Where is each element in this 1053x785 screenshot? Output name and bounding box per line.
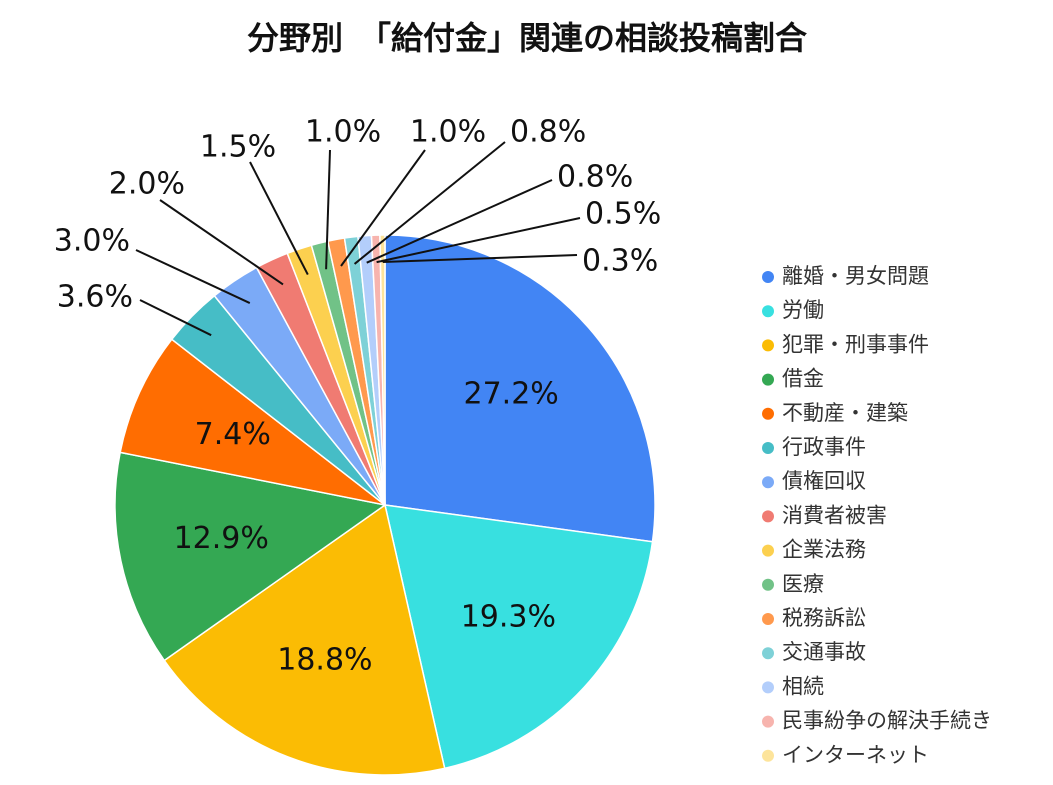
legend-marker: [762, 613, 774, 625]
legend-marker: [762, 510, 774, 523]
legend-marker: [762, 373, 774, 386]
legend-marker: [762, 715, 774, 728]
data-label: 0.3%: [582, 244, 658, 279]
data-label: 0.8%: [510, 115, 586, 150]
pie-slice: [384, 234, 656, 543]
data-label: 7.4%: [195, 417, 271, 452]
legend-marker: [762, 476, 774, 489]
data-label: 0.5%: [585, 197, 661, 232]
pie-slice: [384, 504, 654, 770]
data-label: 0.8%: [557, 160, 633, 195]
leader-line: [159, 199, 284, 286]
legend-marker: [762, 442, 774, 454]
legend-marker: [762, 647, 774, 660]
legend-marker: [762, 749, 774, 762]
leader-line: [353, 141, 506, 265]
legend-label: 消費者被害: [782, 503, 887, 527]
data-label: 1.5%: [200, 130, 276, 165]
legend-label: 債権回収: [782, 469, 866, 493]
pie-slice: [163, 503, 446, 776]
legend-label: 医療: [782, 572, 824, 596]
leader-line: [139, 299, 212, 337]
leader-line: [376, 217, 581, 264]
data-label: 3.0%: [54, 224, 130, 259]
data-label: 12.9%: [174, 521, 269, 556]
legend-marker: [762, 681, 774, 694]
leader-line: [249, 161, 309, 276]
leader-line: [340, 149, 426, 267]
data-label: 27.2%: [464, 376, 559, 411]
legend-marker: [762, 305, 774, 318]
legend-label: 行政事件: [782, 435, 866, 459]
legend-marker: [762, 271, 774, 283]
legend-label: 労働: [782, 298, 824, 322]
legend-label: 企業法務: [782, 538, 866, 562]
leader-line: [135, 249, 251, 304]
data-label: 19.3%: [461, 600, 556, 635]
data-label: 1.0%: [410, 115, 486, 150]
legend-label: 犯罪・刑事事件: [782, 332, 929, 356]
legend-marker: [762, 544, 774, 557]
leader-line: [366, 179, 553, 264]
legend-label: 不動産・建築: [782, 401, 908, 425]
pie-slice: [114, 451, 387, 662]
legend-marker: [762, 578, 774, 591]
pie-slice: [379, 234, 386, 506]
legend-label: 離婚・男女問題: [782, 264, 929, 288]
leader-line: [325, 149, 331, 270]
data-label: 1.0%: [305, 115, 381, 150]
pie-slice: [119, 338, 386, 506]
data-label: 2.0%: [109, 167, 185, 202]
legend-label: 税務訴訟: [782, 606, 866, 630]
chart-title: 分野別 「給付金」関連の相談投稿割合: [247, 19, 807, 57]
legend-label: 民事紛争の解決手続き: [782, 709, 992, 733]
legend-marker: [762, 407, 774, 420]
data-label: 18.8%: [277, 643, 372, 678]
data-label: 3.6%: [57, 280, 133, 315]
legend-label: 交通事故: [782, 640, 866, 664]
legend-label: 借金: [782, 367, 824, 391]
legend-marker: [762, 339, 774, 352]
legend-label: インターネット: [782, 743, 929, 767]
legend-label: 相続: [782, 674, 824, 698]
leader-line: [382, 254, 578, 264]
